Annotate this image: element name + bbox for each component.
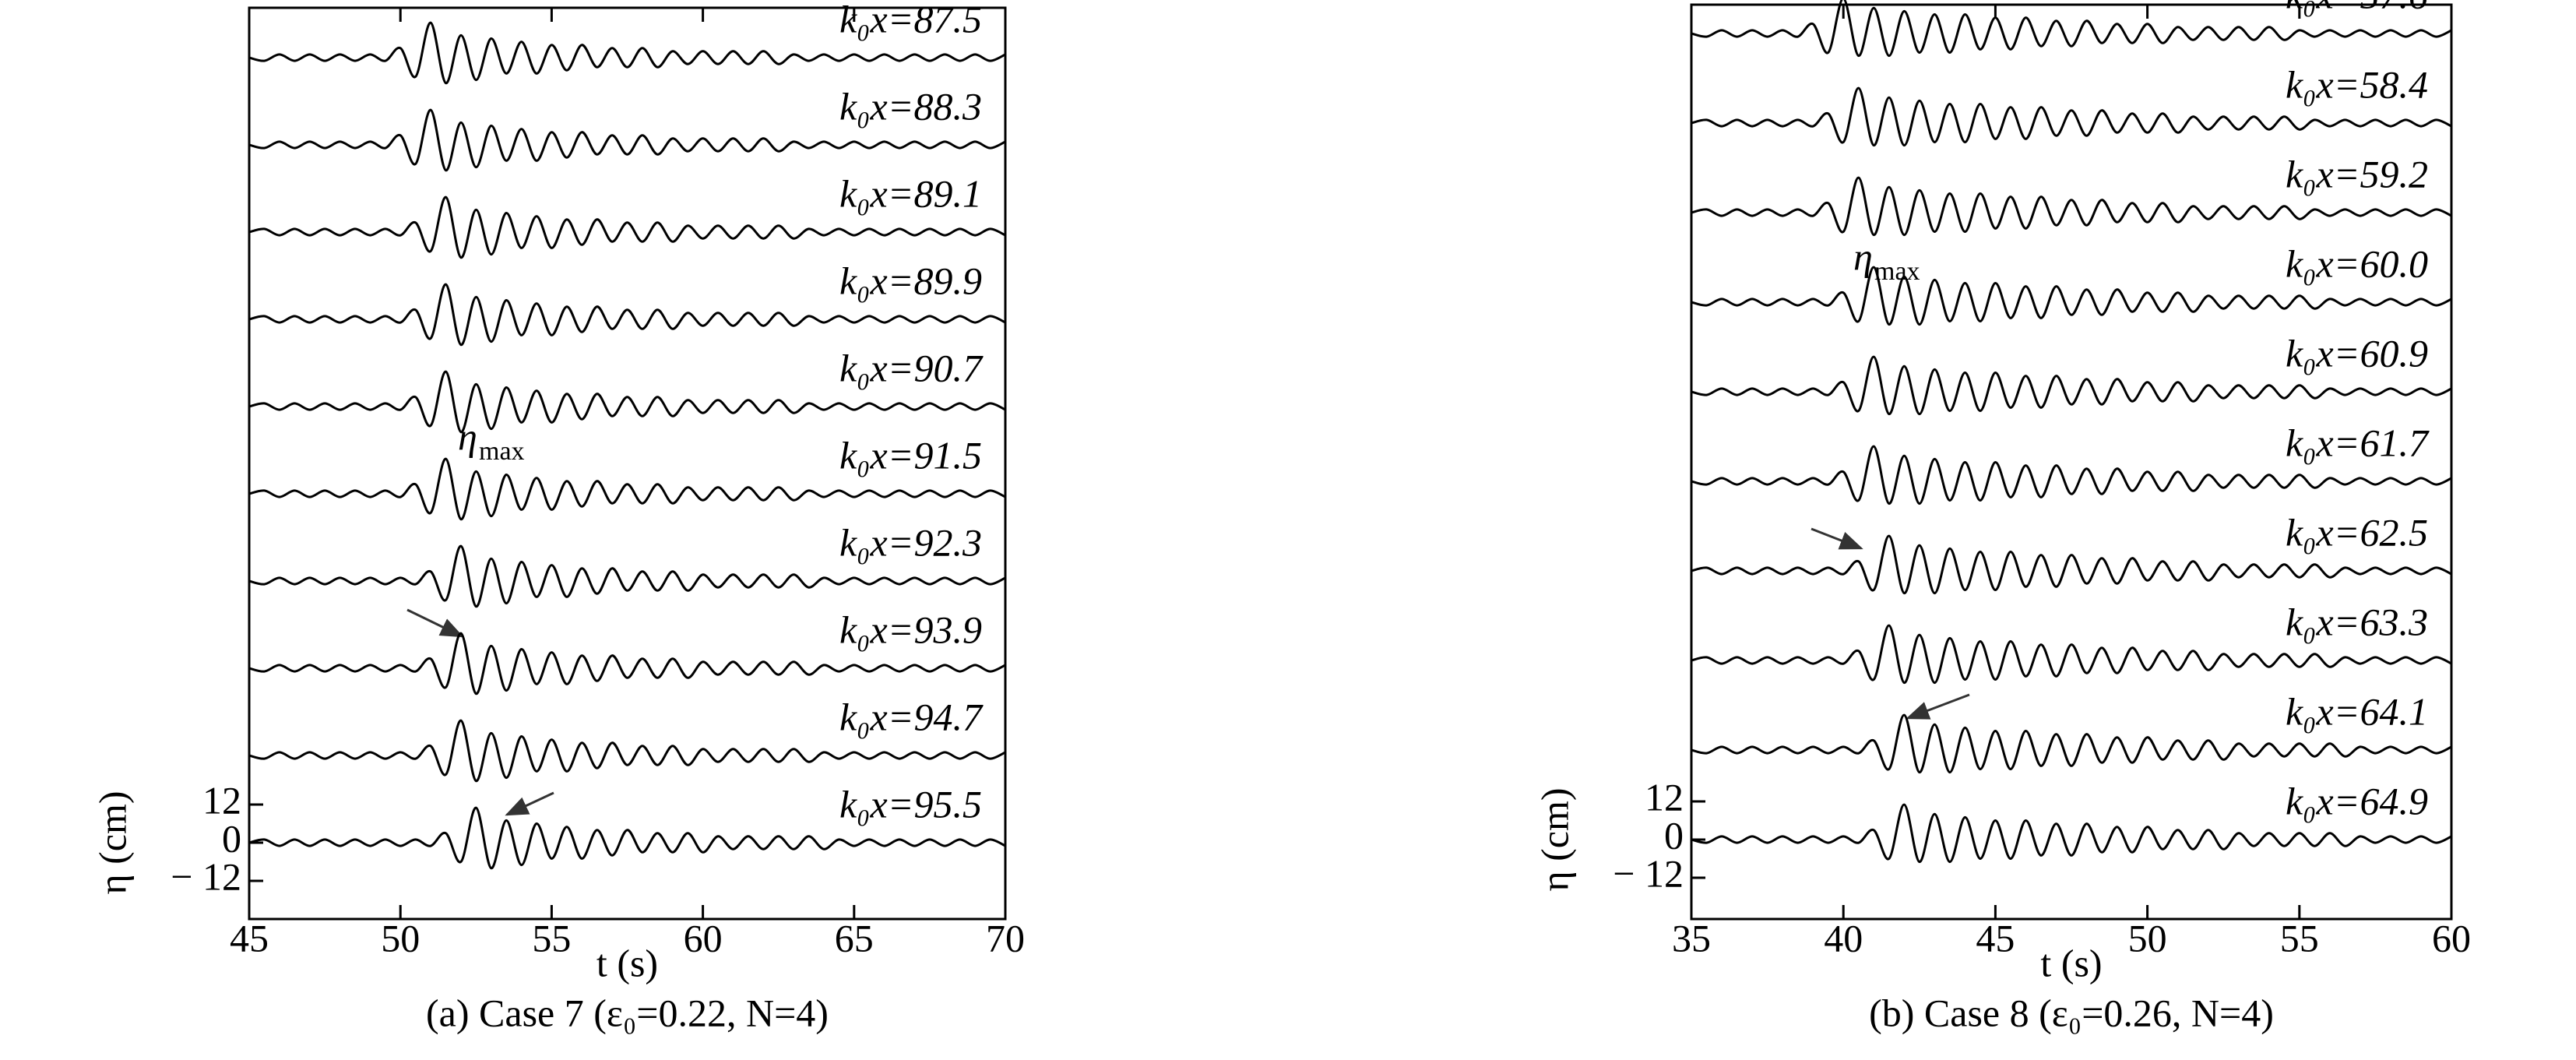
annotation: η bbox=[1853, 234, 1873, 278]
wave-trace bbox=[248, 544, 1006, 608]
series-label: k₀x=89.1 bbox=[839, 171, 982, 215]
arrow bbox=[1811, 527, 1863, 550]
series-label: k₀x=87.5 bbox=[839, 0, 982, 40]
wave-trace bbox=[1691, 355, 2452, 416]
wave-trace bbox=[248, 806, 1006, 870]
x-tick-label: 35 bbox=[1672, 916, 1711, 960]
series-label: k₀x=95.5 bbox=[839, 782, 982, 826]
annotation-sub: max bbox=[1874, 257, 1920, 286]
caption: (b) Case 8 (ε₀=0.26, N=4) bbox=[1869, 991, 2274, 1034]
series-label: k₀x=58.4 bbox=[2286, 62, 2428, 106]
plot-frame bbox=[248, 6, 1007, 921]
annotation-sub: max bbox=[479, 437, 525, 466]
wave-trace bbox=[248, 283, 1006, 347]
x-axis-label: t (s) bbox=[2040, 941, 2102, 984]
series-label: k₀x=60.0 bbox=[2286, 241, 2428, 285]
wave-trace bbox=[1691, 266, 2452, 326]
y-tick-label: 0 bbox=[1664, 813, 1684, 857]
wave-trace bbox=[1691, 534, 2452, 595]
wave-trace bbox=[248, 719, 1006, 783]
x-tick-label: 70 bbox=[986, 916, 1025, 960]
series-label: k₀x=92.3 bbox=[839, 520, 982, 564]
series-label: k₀x=64.1 bbox=[2286, 689, 2428, 733]
series-label: k₀x=62.5 bbox=[2286, 510, 2428, 554]
x-tick-label: 50 bbox=[2128, 916, 2167, 960]
x-tick-label: 60 bbox=[684, 916, 723, 960]
wave-trace bbox=[248, 457, 1006, 521]
wave-trace bbox=[1691, 86, 2452, 147]
x-tick-label: 55 bbox=[532, 916, 571, 960]
series-label: k₀x=94.7 bbox=[839, 695, 984, 738]
wave-trace bbox=[1691, 624, 2452, 685]
series-label: k₀x=64.9 bbox=[2286, 779, 2428, 822]
x-tick-label: 45 bbox=[1976, 916, 2015, 960]
wave-trace bbox=[248, 21, 1006, 85]
series-label: k₀x=63.3 bbox=[2286, 600, 2428, 643]
caption: (a) Case 7 (ε₀=0.22, N=4) bbox=[426, 991, 829, 1034]
arrow bbox=[406, 608, 464, 638]
x-tick-label: 50 bbox=[381, 916, 420, 960]
y-axis-label: η (cm) bbox=[90, 791, 134, 894]
wave-trace bbox=[248, 108, 1006, 172]
x-axis-label: t (s) bbox=[596, 941, 658, 984]
wave-trace bbox=[1691, 803, 2452, 864]
x-tick-label: 55 bbox=[2280, 916, 2319, 960]
arrow bbox=[505, 791, 554, 816]
x-tick-label: 45 bbox=[230, 916, 269, 960]
arrows bbox=[406, 527, 1970, 816]
series-label: k₀x=93.9 bbox=[839, 607, 982, 651]
series-label: k₀x=91.5 bbox=[839, 433, 982, 477]
y-tick-label: 12 bbox=[202, 778, 241, 822]
series-label: k₀x=61.7 bbox=[2286, 421, 2430, 464]
y-tick-label: − 12 bbox=[1613, 851, 1684, 895]
wave-trace bbox=[248, 370, 1006, 434]
annotation: η bbox=[458, 414, 477, 458]
wave-trace bbox=[248, 195, 1006, 259]
arrow bbox=[1906, 693, 1970, 720]
series-label: k₀x=57.6 bbox=[2286, 0, 2428, 16]
series-label: k₀x=59.2 bbox=[2286, 152, 2428, 195]
wave-trace bbox=[1691, 176, 2452, 237]
series-label: k₀x=60.9 bbox=[2286, 331, 2428, 375]
y-tick-label: − 12 bbox=[171, 854, 241, 898]
y-tick-label: 0 bbox=[222, 816, 241, 860]
x-tick-label: 60 bbox=[2432, 916, 2471, 960]
series-label: k₀x=88.3 bbox=[839, 84, 982, 128]
y-axis-label: η (cm) bbox=[1533, 787, 1576, 891]
chart-panel: 35 40 45 50 55 60 120− 12 k₀x=57.6 k₀x=58.4 k₀x=5… bbox=[1533, 0, 2471, 1034]
wave-trace bbox=[1691, 445, 2452, 505]
wave-trace bbox=[1691, 0, 2452, 58]
x-tick-label: 40 bbox=[1824, 916, 1863, 960]
series-label: k₀x=89.9 bbox=[839, 259, 982, 302]
series-label: k₀x=90.7 bbox=[839, 346, 984, 389]
y-tick-label: 12 bbox=[1645, 775, 1684, 819]
x-tick-label: 65 bbox=[835, 916, 874, 960]
wave-trace bbox=[248, 632, 1006, 696]
wave-trace bbox=[1691, 713, 2452, 774]
plot-frame bbox=[1690, 3, 2453, 921]
chart-panel: 45 50 55 60 65 70 120− 12 k₀x=87.5 k₀x=88.3 k₀x=8… bbox=[90, 0, 1025, 1034]
